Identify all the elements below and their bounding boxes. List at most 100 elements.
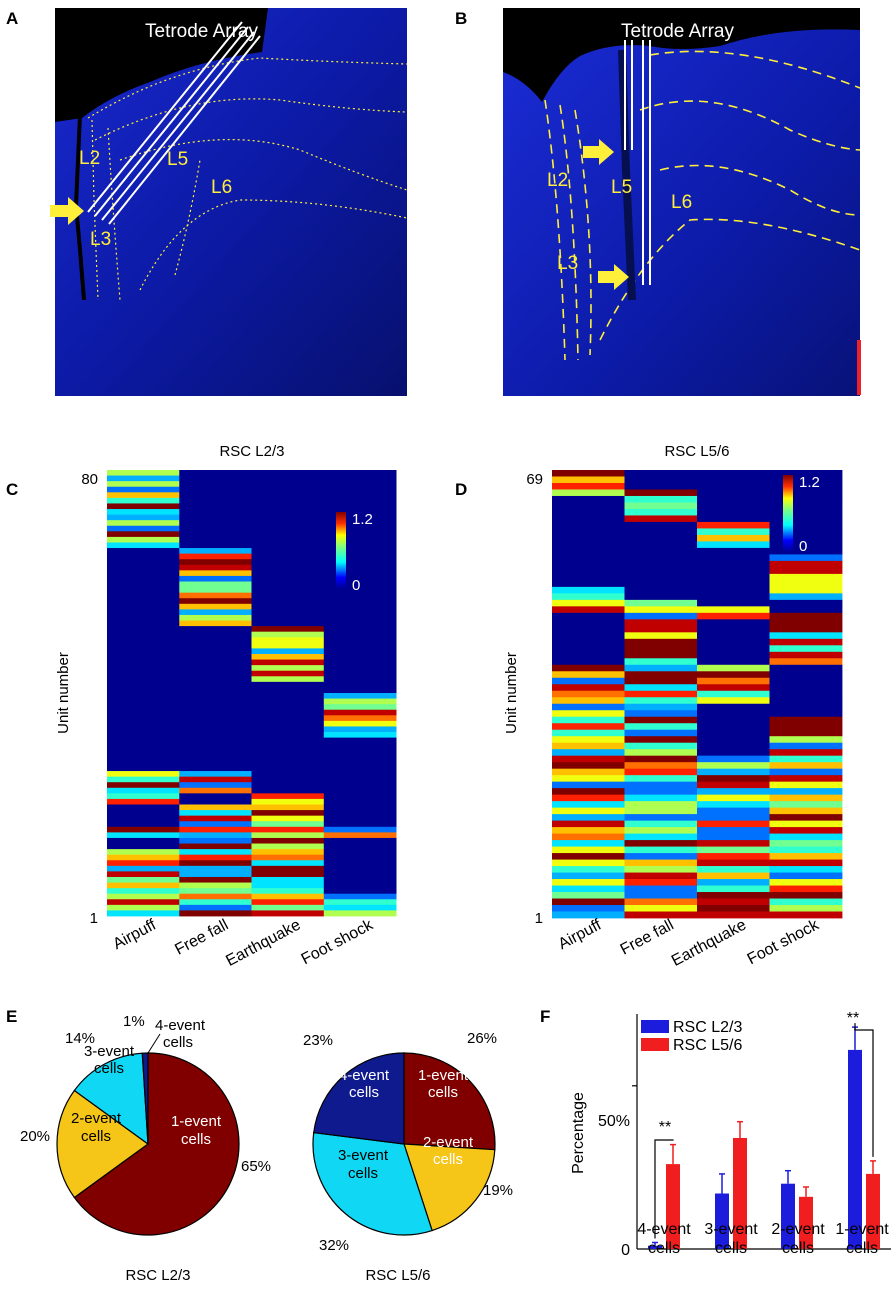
heatmap-cell (697, 872, 770, 880)
heatmap-cell (323, 893, 397, 900)
heatmap-cell (323, 553, 397, 560)
heatmap-cell (251, 536, 325, 543)
heatmap-cell (323, 587, 397, 594)
layer-label-l3-b: L3 (557, 253, 578, 274)
heatmap-cell (179, 665, 252, 672)
heatmap-cell (769, 833, 843, 841)
heatmap-left (107, 470, 397, 917)
heatmap-cell (323, 726, 397, 733)
pie-slice (312, 1131, 433, 1236)
heatmap-cell (769, 788, 843, 796)
heatmap-cell (323, 837, 397, 844)
heatmap-cell (697, 651, 770, 659)
significance-bracket (654, 1139, 674, 1239)
heatmap-cell (251, 754, 325, 761)
bar-cat-2event-b: cells (782, 1240, 814, 1257)
heatmap-cell (552, 547, 625, 555)
heatmap-cell (251, 787, 325, 794)
heatmap-cell (251, 575, 325, 582)
heatmap-cell (107, 860, 180, 867)
heatmap-cell (179, 893, 252, 900)
heatmap-cell (107, 876, 180, 883)
heatmap-cell (697, 781, 770, 789)
heatmap-cell (323, 536, 397, 543)
heatmap-cell (552, 807, 625, 815)
pie-right-2event-pct: 19% (483, 1182, 513, 1199)
heatmap-cell (769, 638, 843, 646)
heatmap-cell (251, 832, 325, 839)
heatmap-cell (552, 840, 625, 847)
heatmap-cell (251, 904, 325, 911)
heatmap-cell (107, 470, 180, 476)
heatmap-cell (179, 765, 252, 772)
heatmap-cell (251, 626, 325, 633)
heatmap-cell (179, 849, 252, 856)
heatmap-cell (179, 653, 252, 660)
heatmap-cell (769, 560, 843, 568)
heatmap-cell (179, 759, 252, 766)
heatmap-cell (697, 762, 770, 770)
heatmap-cell (107, 815, 180, 822)
heatmap-cell (251, 826, 325, 833)
heatmap-cell (697, 632, 770, 640)
heatmap-cell (179, 704, 252, 711)
heatmap-cell (323, 626, 397, 633)
heatmap-cell (624, 586, 698, 594)
heatmap-cell (697, 905, 770, 912)
heatmap-cell (624, 625, 698, 633)
heatmap-cell (769, 690, 843, 698)
pie-left-4event-leader (147, 1033, 161, 1054)
heatmap-cell (769, 515, 843, 523)
tetrode-array-label-b: Tetrode Array (621, 21, 734, 42)
heatmap-cell (624, 541, 698, 549)
heatmap-cell (552, 736, 625, 744)
heatmap-cell (323, 715, 397, 722)
heatmap-cell (323, 759, 397, 766)
heatmap-cell (251, 665, 325, 672)
heatmap-cell (552, 716, 625, 724)
heatmap-cell (107, 570, 180, 577)
heatmap-cell (179, 581, 252, 588)
heatmap-cell (179, 771, 252, 778)
heatmap-cell (179, 536, 252, 543)
heatmap-cell (552, 729, 625, 737)
heatmap-cell (107, 698, 180, 705)
heatmap-cell (624, 684, 698, 692)
heatmap-cell (624, 482, 698, 490)
heatmap-cell (251, 765, 325, 772)
heatmap-cell (323, 693, 397, 699)
heatmap-cell (251, 804, 325, 811)
bar-cat-3event-b: cells (715, 1240, 747, 1257)
heatmap-cell (323, 531, 397, 538)
heatmap-cell (251, 570, 325, 577)
pie-left-3event-pct: 14% (65, 1030, 95, 1047)
heatmap-cell (552, 476, 625, 484)
heatmap-cell (251, 648, 325, 655)
heatmap-cell (697, 534, 770, 542)
heatmap-cell (107, 888, 180, 895)
heatmap-cell (179, 837, 252, 844)
heatmap-column (179, 470, 252, 917)
pie-left-2event-pct: 20% (20, 1128, 50, 1145)
heatmap-cell (107, 904, 180, 911)
heatmap-cell (251, 598, 325, 605)
heatmap-cell (697, 859, 770, 867)
heatmap-cell (552, 521, 625, 529)
heatmap-cell (769, 684, 843, 692)
heatmap-cell (323, 849, 397, 856)
heatmap-cell (624, 905, 698, 912)
heatmap-cell (251, 559, 325, 566)
heatmap-cell (251, 676, 325, 683)
heatmap-cell (323, 514, 397, 521)
heatmap-cell (624, 508, 698, 516)
heatmap-cell (107, 693, 180, 699)
tetrode-array-label-a: Tetrode Array (145, 21, 258, 42)
heatmap-cell (624, 892, 698, 899)
heatmap-cell (179, 492, 252, 499)
heatmap-cell (769, 671, 843, 679)
heatmap-cell (323, 470, 397, 476)
heatmap-right (552, 470, 843, 919)
heatmap-cell (323, 843, 397, 850)
heatmap-cell (251, 614, 325, 621)
heatmap-cell (251, 631, 325, 638)
